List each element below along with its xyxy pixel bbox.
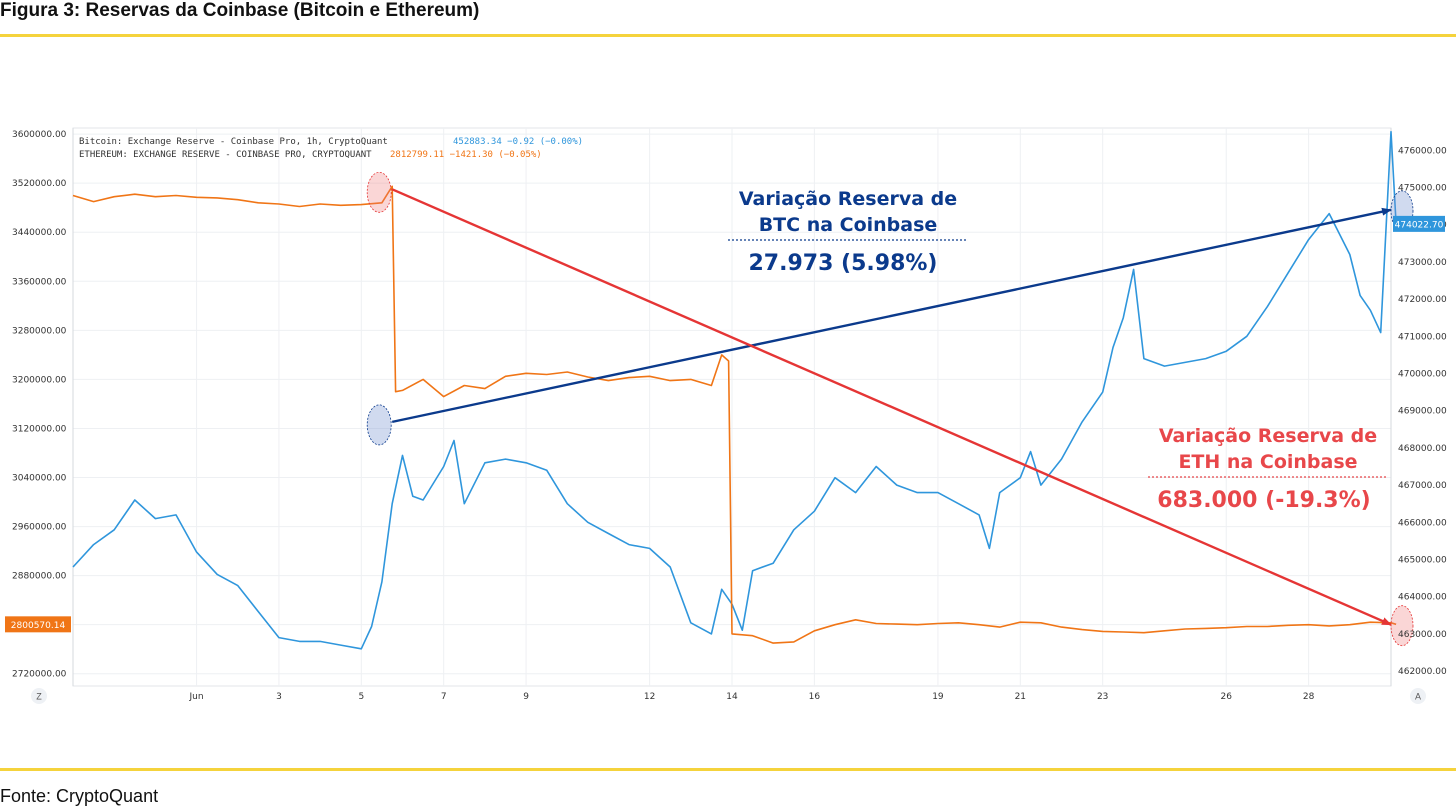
x-tick-label: 26: [1221, 692, 1233, 702]
btc-change-start-marker: [366, 404, 392, 446]
legend: Bitcoin: Exchange Reserve - Coinbase Pro…: [79, 137, 583, 160]
left-tick-label: 3280000.00: [12, 326, 67, 336]
left-tick-label: 2960000.00: [12, 523, 67, 533]
corner-right-button[interactable]: A: [1410, 688, 1426, 704]
axes: [72, 128, 1392, 686]
right-tick-label: 476000.00: [1398, 146, 1447, 156]
right-tick-label: 463000.00: [1398, 630, 1447, 640]
left-tick-label: 3440000.00: [12, 228, 67, 238]
btc-annotation: Variação Reserva de BTC na Coinbase 27.9…: [728, 188, 968, 276]
x-tick-label: 12: [644, 692, 655, 702]
left-tick-label: 2880000.00: [12, 572, 67, 582]
legend-eth-value: 2812799.11 −1421.30 (−0.05%): [390, 150, 542, 160]
btc-annotation-value: 27.973 (5.98%): [749, 251, 938, 276]
legend-btc-label: Bitcoin: Exchange Reserve - Coinbase Pro…: [79, 137, 388, 147]
legend-btc-value: 452883.34 −0.92 (−0.00%): [453, 137, 583, 147]
right-tick-label: 462000.00: [1398, 667, 1447, 677]
x-tick-label: 9: [523, 692, 529, 702]
change-arrows: [366, 171, 1414, 647]
eth-annotation: Variação Reserva de ETH na Coinbase 683.…: [1148, 425, 1388, 513]
x-tick-label: 21: [1015, 692, 1026, 702]
x-tick-label: 16: [809, 692, 821, 702]
axis-labels: 2720000.002800000.002880000.002960000.00…: [5, 130, 1447, 702]
right-tick-label: 467000.00: [1398, 481, 1447, 491]
x-tick-label: 23: [1097, 692, 1108, 702]
right-tick-label: 469000.00: [1398, 407, 1447, 417]
legend-eth-label: ETHEREUM: EXCHANGE RESERVE - COINBASE PR…: [79, 150, 372, 160]
right-tick-label: 473000.00: [1398, 258, 1447, 268]
exchange-reserve-chart: 2720000.002800000.002880000.002960000.00…: [5, 127, 1447, 704]
btc-annotation-line1: Variação Reserva de: [739, 188, 957, 210]
corner-left-button[interactable]: Z: [31, 688, 47, 704]
eth-change-start-marker: [366, 171, 392, 213]
right-tick-label: 472000.00: [1398, 295, 1447, 305]
series-line-eth: [72, 185, 1397, 644]
eth-last-value-text: 2800570.14: [11, 621, 66, 631]
right-tick-label: 471000.00: [1398, 332, 1447, 342]
series-line-btc: [72, 130, 1397, 650]
btc-change-arrow: [391, 207, 1392, 424]
grid: [72, 127, 1392, 687]
x-tick-label: 19: [932, 692, 944, 702]
left-tick-label: 3520000.00: [12, 179, 67, 189]
x-tick-label: 28: [1303, 692, 1315, 702]
source-note: Fonte: CryptoQuant: [0, 786, 159, 806]
right-tick-label: 470000.00: [1398, 370, 1447, 380]
x-tick-label: 5: [358, 692, 364, 702]
eth-change-arrow: [391, 188, 1392, 626]
eth-change-end-marker: [1390, 605, 1414, 647]
left-tick-label: 3040000.00: [12, 474, 67, 484]
corner-right-label: A: [1415, 692, 1421, 702]
corner-left-label: Z: [36, 692, 42, 702]
left-tick-label: 3600000.00: [12, 130, 67, 140]
eth-annotation-line2: ETH na Coinbase: [1178, 451, 1357, 473]
x-tick-label: 7: [441, 692, 447, 702]
x-tick-label: 3: [276, 692, 282, 702]
right-tick-label: 465000.00: [1398, 556, 1447, 566]
top-rule: [0, 34, 1456, 37]
left-tick-label: 3360000.00: [12, 277, 67, 287]
left-tick-label: 2720000.00: [12, 670, 67, 680]
eth-annotation-line1: Variação Reserva de: [1159, 425, 1377, 447]
x-tick-label: 14: [726, 692, 738, 702]
btc-annotation-line2: BTC na Coinbase: [759, 214, 938, 236]
btc-last-value-text: 474022.70: [1395, 220, 1444, 230]
bottom-rule: [0, 768, 1456, 771]
figure-title: Figura 3: Reservas da Coinbase (Bitcoin …: [0, 0, 480, 21]
right-tick-label: 466000.00: [1398, 518, 1447, 528]
btc-last-value-badge: [1393, 215, 1445, 232]
right-tick-label: 464000.00: [1398, 593, 1447, 603]
left-tick-label: 3200000.00: [12, 375, 67, 385]
right-tick-label: 475000.00: [1398, 184, 1447, 194]
left-tick-label: 3120000.00: [12, 424, 67, 434]
eth-last-value-badge: [5, 616, 71, 633]
eth-annotation-value: 683.000 (-19.3%): [1157, 488, 1370, 513]
x-tick-label: Jun: [189, 692, 204, 702]
series-lines: [72, 130, 1397, 650]
right-tick-label: 468000.00: [1398, 444, 1447, 454]
